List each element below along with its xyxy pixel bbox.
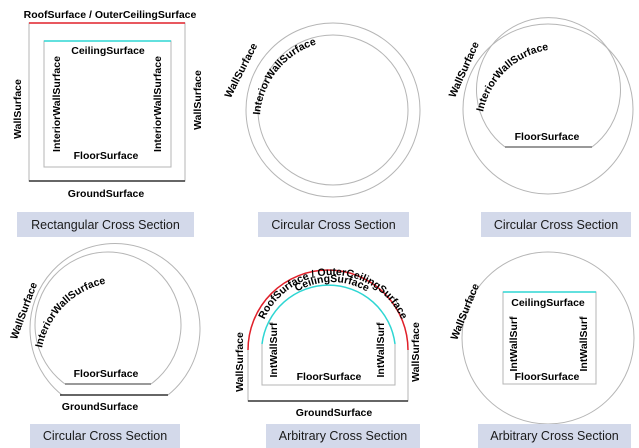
interior-wall-surface-label: InteriorWallSurface xyxy=(251,36,318,116)
caption-text: Circular Cross Section xyxy=(43,429,167,443)
caption-circular-3: Circular Cross Section xyxy=(30,424,180,448)
caption-text: Arbitrary Cross Section xyxy=(279,429,408,443)
wall-surface-label: WallSurface xyxy=(448,282,482,342)
ceiling-surface-label: CeilingSurface xyxy=(71,45,145,57)
floor-surface-label: FloorSurface xyxy=(74,150,139,162)
roof-surface-label: RoofSurface / OuterCeilingSurface xyxy=(24,9,197,21)
caption-circular-2: Circular Cross Section xyxy=(481,212,631,237)
caption-arbitrary-2: Arbitrary Cross Section xyxy=(478,424,631,448)
caption-text: Circular Cross Section xyxy=(494,218,618,232)
outer-wall-circle xyxy=(461,251,635,425)
outer-wall-arc xyxy=(29,243,201,396)
wall-right-label: WallSurface xyxy=(410,322,422,382)
outer-wall-circle xyxy=(245,22,421,198)
caption-arbitrary-1: Arbitrary Cross Section xyxy=(266,424,420,448)
panel-circular-1: WallSurface InteriorWallSurface xyxy=(222,22,421,198)
panel-circular-3: WallSurface InteriorWallSurface FloorSur… xyxy=(8,243,201,413)
ceiling-surface-label: CeilingSurface xyxy=(511,297,585,309)
panel-circular-2: WallSurface InteriorWallSurface FloorSur… xyxy=(447,17,634,195)
roof-surface-arc xyxy=(247,269,409,351)
caption-text: Rectangular Cross Section xyxy=(31,218,180,232)
int-wall-left-label: IntWallSurf xyxy=(268,322,280,378)
interior-wall-left-label: InteriorWallSurface xyxy=(51,56,63,152)
floor-surface-label: FloorSurface xyxy=(297,371,362,383)
wall-left-label: WallSurface xyxy=(234,332,246,392)
wall-surface-label: WallSurface xyxy=(222,41,260,100)
ground-surface-label: GroundSurface xyxy=(296,407,373,419)
caption-text: Circular Cross Section xyxy=(271,218,395,232)
floor-surface-label: FloorSurface xyxy=(515,371,580,383)
outer-wall-circle xyxy=(462,23,634,195)
interior-wall-right-label: InteriorWallSurface xyxy=(152,56,164,152)
inner-wall-circle xyxy=(257,34,409,186)
caption-rectangular: Rectangular Cross Section xyxy=(17,212,194,237)
inner-wall-arc xyxy=(476,17,621,148)
panel-arbitrary-1: RoofSurface / OuterCeilingSurface Ceilin… xyxy=(234,266,422,419)
ground-surface-label: GroundSurface xyxy=(62,401,139,413)
panel-arbitrary-2: WallSurface CeilingSurface IntWallSurf I… xyxy=(448,251,635,425)
int-wall-right-label: IntWallSurf xyxy=(375,322,387,378)
caption-text: Arbitrary Cross Section xyxy=(490,429,619,443)
wall-right-label: WallSurface xyxy=(192,70,204,130)
floor-surface-label: FloorSurface xyxy=(515,131,580,143)
inner-wall-shape xyxy=(261,344,396,386)
inner-wall-arc xyxy=(34,251,182,385)
wall-left-label: WallSurface xyxy=(12,79,24,139)
panel-rectangular: RoofSurface / OuterCeilingSurface Ceilin… xyxy=(12,9,204,200)
ceiling-surface-arc xyxy=(261,284,396,345)
int-wall-left-label: IntWallSurf xyxy=(508,316,520,372)
ground-surface-label: GroundSurface xyxy=(68,188,145,200)
caption-circular-1: Circular Cross Section xyxy=(258,212,409,237)
floor-surface-label: FloorSurface xyxy=(74,368,139,380)
interior-wall-surface-label: InteriorWallSurface xyxy=(33,275,107,349)
int-wall-right-label: IntWallSurf xyxy=(578,316,590,372)
